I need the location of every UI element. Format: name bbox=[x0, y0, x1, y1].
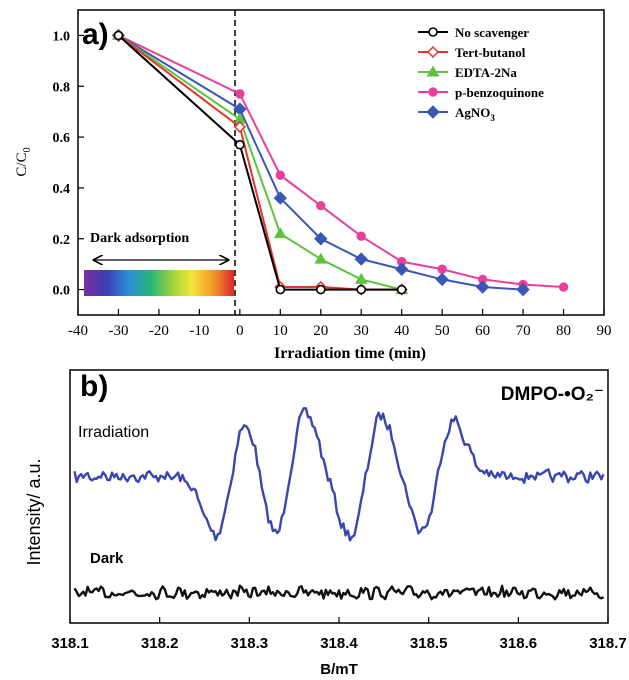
data-point bbox=[354, 252, 368, 266]
data-point bbox=[356, 231, 366, 241]
data-point bbox=[273, 191, 288, 205]
legend-swatch-marker bbox=[426, 105, 440, 119]
data-point bbox=[315, 284, 326, 295]
data-point bbox=[394, 262, 409, 276]
a-x-tick-label: 10 bbox=[273, 323, 288, 339]
legend-entry: p-benzoquinone bbox=[418, 85, 544, 100]
data-point bbox=[314, 252, 328, 264]
b-x-tick-label: 318.4 bbox=[320, 635, 358, 652]
a-x-axis-ticks: -40 -30 -20 -10 0 10 20 30 40 50 60 70 80 90 bbox=[68, 309, 612, 339]
dark-trace-label: Dark bbox=[90, 550, 124, 567]
b-x-tick-label: 318.6 bbox=[500, 635, 538, 652]
panel-b-frame bbox=[69, 369, 609, 624]
legend-label: EDTA-2Na bbox=[455, 65, 517, 80]
data-point bbox=[314, 232, 328, 246]
data-point bbox=[235, 89, 245, 99]
data-point bbox=[233, 120, 246, 133]
a-x-tick-label: -40 bbox=[68, 323, 88, 339]
data-point bbox=[354, 272, 368, 284]
a-y-tick-label: 1.0 bbox=[53, 29, 71, 44]
a-y-tick-label: 0.6 bbox=[53, 131, 71, 146]
trace-dark bbox=[73, 584, 605, 601]
panel-b: b) DMPO-•O₂⁻ Intensity/ a.u. Irradiation… bbox=[24, 369, 627, 678]
a-x-tick-label: 90 bbox=[597, 323, 612, 339]
a-y-tick-label: 0.2 bbox=[53, 233, 71, 248]
a-x-tick-label: 20 bbox=[313, 323, 328, 339]
panel-b-title: DMPO-•O₂⁻ bbox=[501, 384, 604, 405]
b-x-tick-label: 318.5 bbox=[410, 635, 448, 652]
legend-label: No scavenger bbox=[455, 25, 529, 40]
a-x-tick-label: 60 bbox=[475, 323, 490, 339]
dark-adsorption-label: Dark adsorption bbox=[90, 231, 189, 246]
legend-entry: AgNO3 bbox=[418, 105, 495, 123]
b-x-tick-label: 318.1 bbox=[51, 635, 89, 652]
data-point bbox=[275, 284, 286, 295]
data-point bbox=[435, 272, 449, 287]
data-point bbox=[235, 139, 245, 150]
data-point bbox=[356, 284, 367, 295]
b-y-axis-label: Intensity/ a.u. bbox=[24, 458, 44, 565]
panel-b-label: b) bbox=[80, 370, 108, 403]
a-x-tick-label: 0 bbox=[236, 323, 244, 339]
panel-a-frame bbox=[77, 9, 605, 316]
legend-label: AgNO3 bbox=[455, 105, 495, 123]
a-x-tick-label: 80 bbox=[556, 323, 571, 339]
legend-swatch-marker bbox=[428, 87, 438, 97]
data-point bbox=[275, 170, 286, 180]
legend-entry: No scavenger bbox=[418, 25, 529, 40]
a-series-group bbox=[111, 28, 569, 297]
a-x-tick-label: 50 bbox=[435, 323, 450, 339]
a-x-axis-label: Irradiation time (min) bbox=[274, 345, 426, 362]
a-y-axis-label: C/C0 bbox=[14, 147, 33, 176]
legend-label: Tert-butanol bbox=[455, 45, 526, 60]
data-point bbox=[273, 227, 287, 239]
series-line bbox=[118, 34, 564, 289]
a-legend: No scavenger Tert-butanol EDTA-2Na p-benzoq… bbox=[418, 25, 544, 123]
b-x-tick-label: 318.7 bbox=[589, 635, 627, 652]
series-line bbox=[117, 34, 402, 291]
data-point bbox=[437, 264, 447, 274]
data-point bbox=[475, 280, 490, 294]
a-y-tick-label: 0.8 bbox=[53, 80, 71, 95]
series-edta-2na bbox=[112, 28, 409, 295]
b-x-axis-ticks: 318.1 318.2 318.3 318.4 318.5 318.6 318.7 bbox=[51, 617, 627, 652]
panel-a-label: a) bbox=[82, 18, 109, 51]
series-no-scavenger bbox=[113, 30, 407, 295]
b-x-axis-label: B/mT bbox=[320, 661, 358, 678]
a-x-tick-label: 30 bbox=[354, 323, 369, 339]
light-spectrum-bar bbox=[84, 270, 234, 296]
data-point bbox=[113, 30, 124, 41]
a-x-tick-label: 40 bbox=[394, 323, 409, 339]
data-point bbox=[396, 284, 407, 295]
a-x-tick-label: -20 bbox=[149, 323, 169, 339]
b-x-tick-label: 318.2 bbox=[141, 635, 179, 652]
series-line bbox=[117, 34, 402, 291]
a-x-tick-label: -10 bbox=[189, 323, 209, 339]
irradiation-trace-label: Irradiation bbox=[78, 424, 149, 441]
a-y-axis-ticks: 0.0 0.2 0.4 0.6 0.8 1.0 bbox=[53, 29, 84, 299]
legend-swatch-marker bbox=[426, 65, 440, 77]
data-point bbox=[516, 282, 530, 297]
a-y-tick-label: 0.4 bbox=[53, 182, 71, 197]
b-x-tick-label: 318.3 bbox=[231, 635, 269, 652]
a-x-tick-label: 70 bbox=[516, 323, 531, 339]
a-x-tick-label: -30 bbox=[108, 323, 128, 339]
data-point bbox=[316, 201, 326, 211]
data-point bbox=[558, 282, 569, 292]
trace-irradiation bbox=[73, 407, 605, 542]
legend-swatch-marker bbox=[428, 27, 438, 37]
legend-label: p-benzoquinone bbox=[455, 85, 544, 100]
legend-entry: EDTA-2Na bbox=[418, 65, 517, 80]
legend-entry: Tert-butanol bbox=[418, 45, 526, 60]
panel-a: a) -40 -30 -20 -10 0 10 20 30 40 50 60 70 80 90 0.00.… bbox=[14, 9, 612, 362]
b-series-group bbox=[73, 407, 605, 601]
legend-swatch-marker bbox=[426, 45, 440, 59]
a-y-tick-label: 0.0 bbox=[53, 284, 71, 299]
